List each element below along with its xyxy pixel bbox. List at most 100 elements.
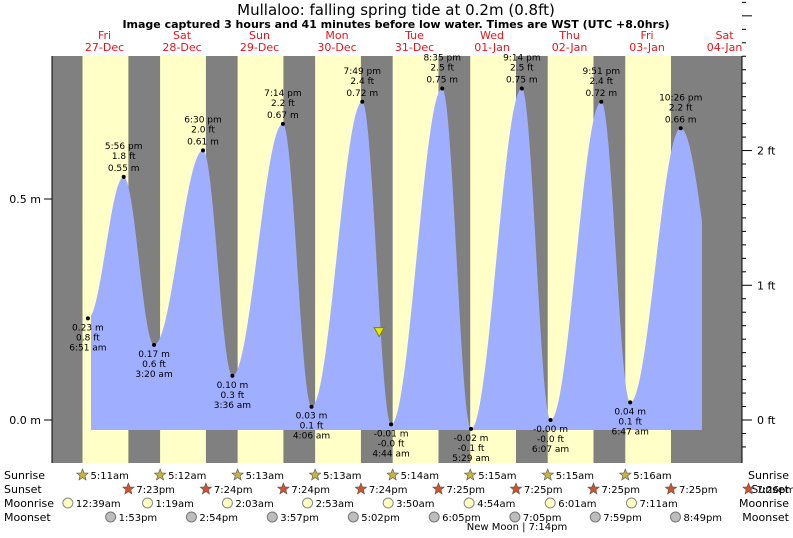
tide-time-label: 6:30 pm: [184, 115, 222, 125]
tide-time-label: 6:07 am: [532, 445, 569, 455]
sunrise-time: 5:15am: [556, 471, 594, 482]
moonset-time: 8:49pm: [683, 513, 722, 524]
tide-height-ft-label: 1.8 ft: [112, 152, 136, 162]
tide-point: [468, 426, 473, 431]
tide-height-ft-label: 2.2 ft: [271, 99, 295, 109]
tide-labels: 0.23 m0.8 ft6:51 am 5:56 pm1.8 ft 0.55 m 0.…: [69, 54, 702, 464]
tide-height-m-label: 0.03 m: [296, 412, 328, 422]
tide-height-m-label: -0.01 m: [374, 429, 409, 439]
sunrise-icon: [153, 468, 167, 481]
day-date: 01-Jan: [474, 41, 510, 54]
sunrise-icon: [541, 468, 555, 481]
moonset-icon: [509, 511, 521, 523]
sunset-time: 7:24pm: [214, 485, 253, 496]
tide-height-ft-label: 2.5 ft: [510, 64, 534, 74]
moonrise-time: 6:01am: [558, 499, 596, 510]
tide-time-label: 5:29 am: [452, 454, 489, 464]
chart-title: Mullaloo: falling spring tide at 0.2m (0…: [237, 1, 555, 19]
moonset-icon: [669, 511, 681, 523]
day-name: Sun: [249, 29, 270, 42]
sunrise-icon: [386, 468, 400, 481]
sunrise-icon: [231, 468, 245, 481]
sunset-icon: [509, 482, 523, 495]
tide-point: [152, 342, 157, 347]
tide-point: [201, 148, 206, 153]
tide-time-label: 9:51 pm: [583, 67, 621, 77]
row-label-right: Moonset: [742, 511, 789, 524]
right-axis-tick-label: 0 ft: [757, 414, 776, 427]
row-label-left: Sunrise: [4, 469, 45, 482]
sunrise-time: 5:11am: [91, 471, 129, 482]
tide-time-label: 7:14 pm: [264, 89, 302, 99]
tide-height-m-label: -0.00 m: [533, 425, 568, 435]
sunrise-icon: [618, 468, 632, 481]
tide-point: [678, 126, 683, 131]
tide-point: [599, 99, 604, 104]
tide-height-ft-label: 0.8 ft: [76, 333, 100, 343]
sunrise-time: 5:16am: [633, 471, 671, 482]
tide-time-label: 3:36 am: [214, 401, 251, 411]
sunset-icon: [121, 482, 135, 495]
day-date: 27-Dec: [85, 41, 124, 54]
tide-point: [85, 316, 90, 321]
tide-time-label: 4:44 am: [372, 449, 409, 459]
sunset-icon: [742, 482, 755, 495]
tide-height-ft-label: -0.0 ft: [537, 435, 564, 445]
right-axis-tick-label: 1 ft: [757, 279, 776, 292]
tide-point: [519, 86, 524, 91]
current-tide-marker: [373, 327, 386, 338]
tide-height-m-label: 0.67 m: [267, 111, 299, 121]
day-labels: Fri27-DecSat28-DecSun29-DecMon30-DecTue3…: [85, 29, 742, 54]
tide-point: [121, 174, 126, 179]
row-label-left: Moonrise: [4, 497, 54, 510]
tide-area: [91, 88, 702, 430]
moonset-time: 6:05pm: [442, 513, 481, 524]
day-name: Sat: [173, 29, 192, 42]
sun-moon-events: 5:11am 5:12am 5:13am 5:13am 5:14am 5:15am 5:15…: [62, 468, 793, 524]
day-date: 28-Dec: [162, 41, 201, 54]
tide-height-m-label: 0.72 m: [346, 89, 378, 99]
tide-height-ft-label: 0.1 ft: [300, 422, 324, 432]
moonset-icon: [185, 511, 197, 523]
moonrise-icon: [142, 497, 154, 509]
tide-time-label: 5:56 pm: [105, 142, 143, 152]
tide-height-m-label: -0.02 m: [454, 434, 489, 444]
sunrise-icon: [76, 468, 89, 481]
moonrise-time: 2:03am: [235, 499, 273, 510]
tide-point: [389, 422, 394, 427]
tide-height-m-label: 0.61 m: [187, 137, 219, 147]
tide-height-ft-label: 2.2 ft: [669, 103, 693, 113]
tide-height-ft-label: 2.4 ft: [589, 77, 613, 87]
sunrise-time: 5:14am: [401, 471, 439, 482]
moonset-time: 7:59pm: [603, 513, 642, 524]
moonrise-time: 7:11am: [639, 499, 677, 510]
right-axis-tick-label: 2 ft: [757, 145, 776, 158]
day-name: Sat: [716, 29, 735, 42]
sunrise-time: 5:13am: [323, 471, 361, 482]
tide-time-label: 10:26 pm: [659, 93, 702, 103]
moonrise-time: 1:19am: [156, 499, 194, 510]
sunrise-time: 5:13am: [246, 471, 284, 482]
night-band: [52, 56, 83, 463]
moonset-time: 7:05pm: [523, 513, 562, 524]
row-label-right: Sunset: [751, 483, 789, 496]
sunrise-time: 5:12am: [168, 471, 206, 482]
left-axis-tick-label: 0.5 m: [9, 193, 41, 206]
tide-point: [360, 99, 365, 104]
sunset-time: 7:25pm: [524, 485, 563, 496]
sunrise-icon: [308, 468, 322, 481]
day-date: 31-Dec: [395, 41, 434, 54]
tide-height-ft-label: 2.4 ft: [350, 77, 374, 87]
day-date: 04-Jan: [707, 41, 743, 54]
sunset-time: 7:25pm: [446, 485, 485, 496]
moonset-icon: [347, 511, 359, 523]
tide-point: [440, 86, 445, 91]
day-name: Wed: [480, 29, 504, 42]
sunset-time: 7:23pm: [136, 485, 175, 496]
moonset-time: 1:53pm: [119, 513, 158, 524]
row-label-right: Moonrise: [739, 497, 789, 510]
sunset-time: 7:26pm: [757, 485, 793, 496]
row-label-left: Sunset: [4, 483, 42, 496]
moonrise-icon: [302, 497, 314, 509]
